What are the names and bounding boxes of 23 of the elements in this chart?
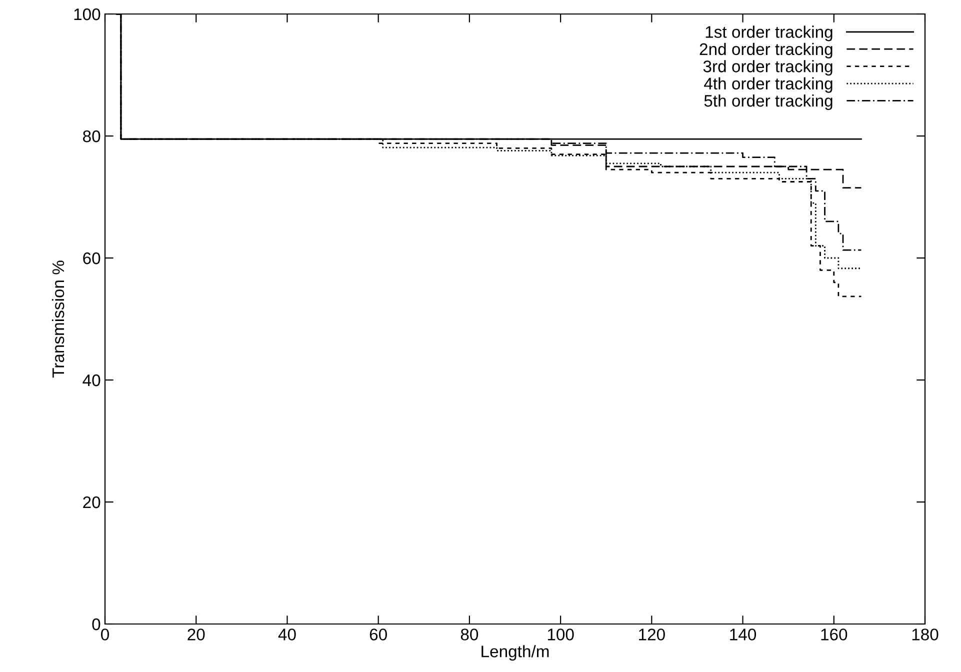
x-tick-label: 100 [548,628,574,640]
x-tick-label: 140 [730,628,756,640]
y-axis-title: Transmission % [52,260,64,378]
x-tick-label: 160 [821,628,848,640]
y-tick-label: 40 [82,374,100,386]
x-tick-label: 120 [639,628,665,640]
x-axis-title: Length/m [482,645,549,661]
x-tick-label: 60 [370,628,387,640]
legend-label: 3rd order tracking [703,60,832,76]
x-tick-label: 180 [912,628,938,640]
legend-label: 2nd order tracking [700,42,832,58]
x-tick-label: 0 [101,628,109,640]
x-tick-label: 40 [278,628,296,640]
legend-label: 1st order tracking [706,26,832,42]
y-tick-label: 0 [92,618,100,630]
legend-label: 5th order tracking [704,94,832,110]
y-tick-label: 100 [74,8,100,20]
y-tick-label: 80 [83,130,100,142]
x-tick-label: 20 [188,628,205,640]
legend-label: 4th order tracking [704,77,832,93]
y-tick-label: 60 [83,252,100,264]
x-tick-label: 80 [460,628,478,640]
y-tick-label: 20 [83,496,100,508]
